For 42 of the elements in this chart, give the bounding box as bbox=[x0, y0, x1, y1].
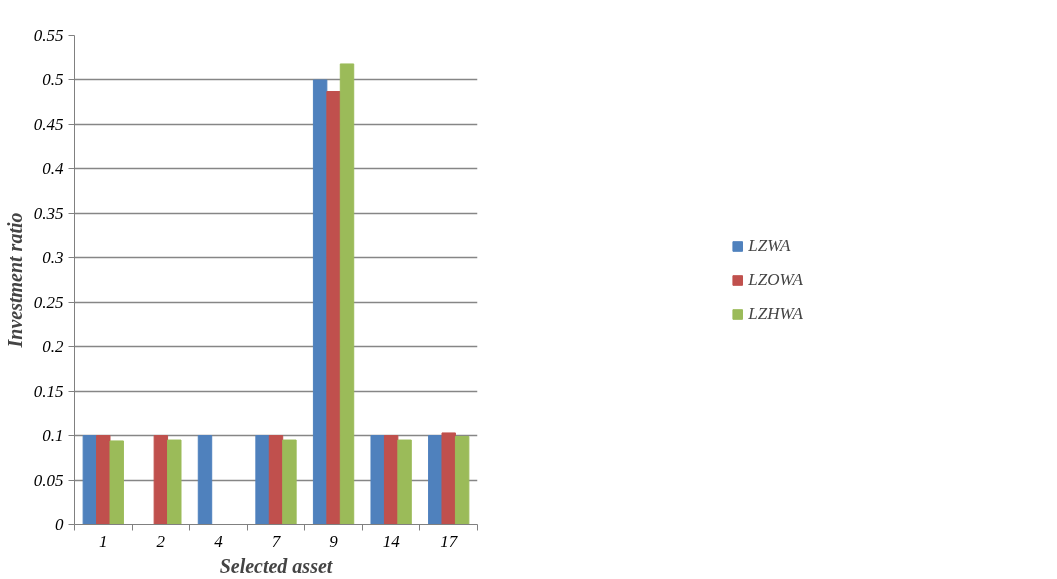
bar bbox=[255, 435, 270, 525]
bar bbox=[312, 79, 328, 525]
bar bbox=[397, 439, 412, 525]
x-axis-title: Selected asset bbox=[219, 554, 334, 577]
x-tick-label: 17 bbox=[440, 531, 459, 551]
bar bbox=[454, 435, 470, 525]
bar bbox=[282, 439, 297, 525]
x-tick-label: 2 bbox=[156, 531, 166, 551]
bar bbox=[167, 439, 182, 525]
y-tick-label: 0.55 bbox=[33, 26, 64, 45]
bar bbox=[339, 63, 355, 525]
bar bbox=[370, 435, 385, 525]
y-tick-label: 0.45 bbox=[33, 114, 64, 134]
bar bbox=[96, 435, 111, 525]
y-tick-label: 0.3 bbox=[42, 248, 64, 268]
bar bbox=[326, 91, 341, 525]
y-tick-label: 0.4 bbox=[42, 159, 64, 179]
legend-label: LZWA bbox=[748, 235, 791, 256]
x-tick-label: 7 bbox=[271, 531, 282, 551]
x-tick-label: 9 bbox=[329, 531, 339, 551]
bar bbox=[441, 432, 456, 525]
bar bbox=[268, 435, 284, 525]
bar bbox=[197, 435, 213, 525]
y-tick-label: 0.1 bbox=[42, 426, 64, 446]
y-tick-label: 0.25 bbox=[33, 292, 64, 312]
y-tick-label: 0 bbox=[55, 515, 64, 534]
legend-label: LZHWA bbox=[748, 303, 803, 324]
y-tick-label: 0.15 bbox=[33, 381, 64, 401]
legend-label: LZOWA bbox=[748, 269, 803, 290]
bar bbox=[109, 440, 124, 525]
bar bbox=[82, 435, 98, 525]
y-tick-label: 0.2 bbox=[42, 337, 64, 357]
y-tick-label: 0.05 bbox=[33, 470, 64, 490]
x-tick-label: 4 bbox=[214, 531, 224, 551]
y-axis-title: Investment ratio bbox=[3, 212, 26, 349]
x-tick-label: 14 bbox=[382, 531, 401, 551]
y-tick-label: 0.5 bbox=[42, 70, 64, 90]
bar bbox=[428, 435, 443, 525]
y-tick-label: 0.35 bbox=[33, 203, 64, 223]
bar bbox=[383, 435, 399, 525]
bar bbox=[153, 435, 169, 525]
x-tick-label: 1 bbox=[99, 531, 108, 551]
